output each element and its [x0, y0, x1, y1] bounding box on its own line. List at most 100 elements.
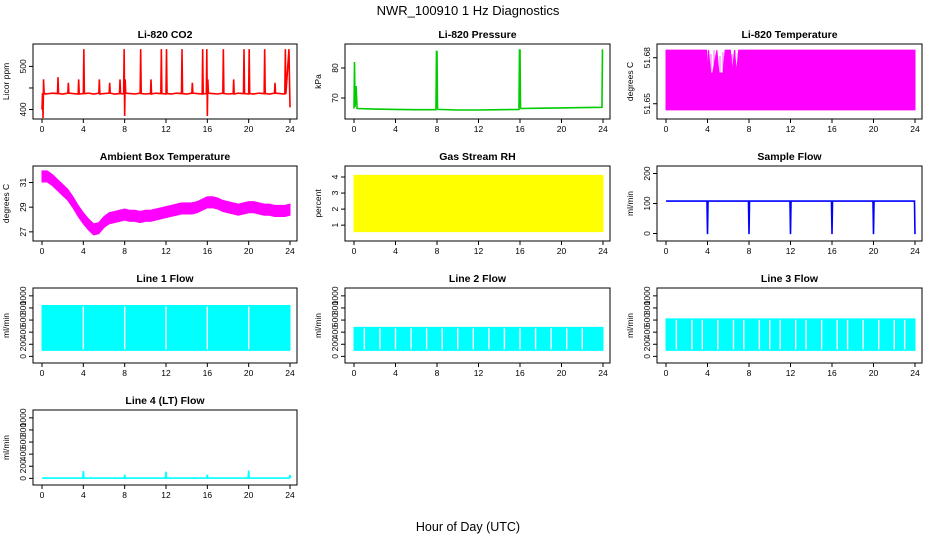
series-band	[353, 174, 604, 233]
panel-line2-flow: Line 2 Flow ml/min 0 4 8 12 16 20 24 0 20040060080…	[313, 273, 611, 378]
series-line3-flow	[665, 318, 916, 351]
series-line	[666, 200, 916, 235]
panel-title: Line 4 (LT) Flow	[125, 395, 205, 407]
x-tick-label: 20	[244, 246, 254, 256]
y-tick-label: 400	[330, 325, 340, 339]
y-tick-label: 0	[18, 476, 28, 481]
x-tick-label: 8	[122, 246, 127, 256]
x-tick-label: 12	[474, 368, 484, 378]
x-tick-label: 4	[705, 124, 710, 134]
figure-title: NWR_100910 1 Hz Diagnostics	[377, 3, 560, 18]
x-tick-label: 0	[40, 246, 45, 256]
x-tick-label: 4	[393, 124, 398, 134]
x-tick-label: 16	[827, 368, 837, 378]
x-tick-label: 4	[705, 246, 710, 256]
panel-line4-flow: Line 4 (LT) Flow ml/min 0 4 8 12 16 20 24 0 200400…	[1, 395, 298, 500]
panel-line3-flow: Line 3 Flow ml/min 0 4 8 12 16 20 24 0 20040060080…	[625, 273, 923, 378]
y-tick-label: 200	[18, 459, 28, 473]
x-tick-label: 12	[474, 124, 484, 134]
y-axis-label: ml/min	[1, 313, 11, 338]
x-tick-label: 12	[161, 246, 171, 256]
x-tick-label: 16	[203, 246, 213, 256]
x-tick-label: 12	[474, 246, 484, 256]
y-tick-label: 1000	[330, 286, 340, 305]
x-tick-label: 0	[352, 124, 357, 134]
y-tick-label: 3	[330, 190, 340, 195]
x-tick-label: 16	[203, 368, 213, 378]
x-tick-label: 24	[910, 246, 920, 256]
plot-frame	[32, 165, 298, 242]
panel-title: Line 1 Flow	[136, 273, 194, 285]
plot-frame	[344, 165, 611, 242]
panel-title: Line 3 Flow	[761, 273, 819, 285]
y-tick-label: 400	[642, 325, 652, 339]
x-tick-label: 0	[352, 246, 357, 256]
y-axis-label: degrees C	[625, 62, 635, 101]
x-tick-label: 20	[557, 124, 567, 134]
y-tick-label: 500	[18, 59, 28, 73]
y-tick-label: 0	[642, 354, 652, 359]
y-tick-label: 200	[642, 166, 652, 180]
x-tick-label: 12	[786, 124, 796, 134]
y-tick-label: 600	[330, 313, 340, 327]
plot-frame	[32, 287, 298, 364]
y-axis-label: degrees C	[1, 184, 11, 223]
plot-frame	[656, 43, 923, 120]
y-axis-label: ml/min	[1, 435, 11, 460]
x-tick-label: 0	[40, 368, 45, 378]
y-tick-label: 400	[18, 325, 28, 339]
series-line4-flow	[42, 470, 292, 479]
y-tick-label: 400	[18, 102, 28, 116]
x-tick-label: 0	[664, 124, 669, 134]
panel-line1-flow: Line 1 Flow ml/min 0 4 8 12 16 20 24 0 20040060080…	[1, 273, 298, 378]
y-tick-label: 200	[18, 337, 28, 351]
series-band	[665, 49, 916, 111]
x-tick-label: 24	[598, 246, 608, 256]
y-tick-label: 1000	[18, 286, 28, 305]
y-tick-label: 70	[330, 93, 340, 103]
x-tick-label: 4	[81, 368, 86, 378]
x-tick-label: 24	[285, 124, 295, 134]
x-tick-label: 12	[161, 368, 171, 378]
y-tick-label: 27	[18, 227, 28, 237]
panel-title: Li-820 CO2	[138, 29, 193, 41]
series-pressure	[353, 49, 604, 111]
x-tick-label: 0	[40, 490, 45, 500]
plot-frame	[32, 43, 298, 120]
x-tick-label: 4	[81, 490, 86, 500]
x-tick-label: 24	[285, 490, 295, 500]
series-ambient-temp	[41, 170, 291, 236]
x-tick-label: 20	[869, 124, 879, 134]
series-co2	[41, 49, 291, 119]
x-tick-label: 0	[664, 246, 669, 256]
y-tick-label: 51.65	[642, 93, 652, 115]
series-line	[353, 49, 604, 111]
series-line	[41, 49, 291, 119]
series-line	[42, 470, 292, 479]
x-tick-label: 20	[869, 246, 879, 256]
x-tick-label: 8	[122, 490, 127, 500]
panel-title: Li-820 Pressure	[438, 29, 516, 41]
panel-title: Line 2 Flow	[449, 273, 507, 285]
x-tick-label: 8	[435, 124, 440, 134]
x-tick-label: 16	[515, 124, 525, 134]
x-tick-label: 8	[122, 368, 127, 378]
y-axis-label: ml/min	[313, 313, 323, 338]
y-tick-label: 600	[642, 313, 652, 327]
panel-title: Gas Stream RH	[439, 151, 515, 163]
y-tick-label: 2	[330, 206, 340, 211]
panel-title: Ambient Box Temperature	[100, 151, 231, 163]
plot-frame	[32, 409, 298, 486]
plot-frame	[344, 43, 611, 120]
x-tick-label: 24	[598, 368, 608, 378]
x-tick-label: 8	[435, 368, 440, 378]
x-tick-label: 20	[869, 368, 879, 378]
x-tick-label: 4	[705, 368, 710, 378]
series-band	[665, 318, 916, 351]
x-tick-label: 4	[81, 246, 86, 256]
y-tick-label: 1000	[642, 286, 652, 305]
x-tick-label: 24	[285, 368, 295, 378]
series-sample-flow	[666, 200, 916, 235]
